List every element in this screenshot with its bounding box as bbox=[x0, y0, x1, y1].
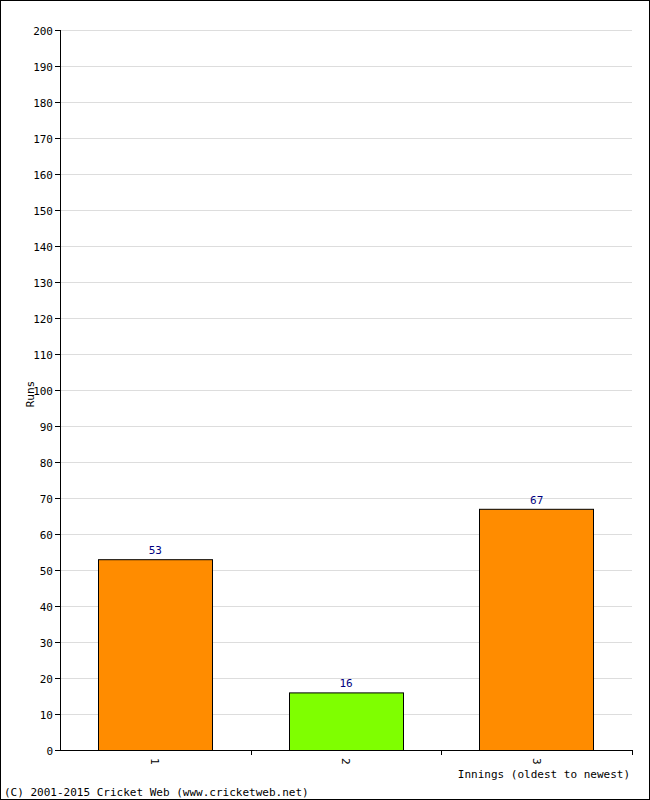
y-tick bbox=[55, 354, 60, 355]
y-tick-label: 90 bbox=[40, 421, 53, 434]
annotation: (C) 2001-2015 Cricket Web (www.cricketwe… bbox=[4, 786, 309, 799]
grid-line bbox=[60, 462, 632, 463]
grid-line bbox=[60, 390, 632, 391]
chart-svg: 0102030405060708090100110120130140150160… bbox=[0, 0, 650, 800]
y-tick bbox=[55, 462, 60, 463]
y-tick-label: 190 bbox=[33, 61, 53, 74]
grid-line bbox=[60, 246, 632, 247]
y-tick-label: 160 bbox=[33, 169, 53, 182]
grid-line bbox=[60, 426, 632, 427]
y-tick bbox=[55, 390, 60, 391]
x-tick bbox=[632, 750, 633, 755]
x-tick-label: 1 bbox=[148, 758, 161, 765]
y-tick-label: 30 bbox=[40, 637, 53, 650]
bar bbox=[480, 509, 594, 750]
y-tick-label: 40 bbox=[40, 601, 53, 614]
y-tick-label: 170 bbox=[33, 133, 53, 146]
y-tick-label: 10 bbox=[40, 709, 53, 722]
bars bbox=[99, 509, 594, 750]
y-tick-label: 20 bbox=[40, 673, 53, 686]
chart-container: 0102030405060708090100110120130140150160… bbox=[0, 0, 650, 800]
y-tick-label: 0 bbox=[46, 745, 53, 758]
y-tick bbox=[55, 534, 60, 535]
grid-line bbox=[60, 30, 632, 31]
grid-line bbox=[60, 498, 632, 499]
data-label: 53 bbox=[149, 544, 162, 557]
y-tick bbox=[55, 750, 60, 751]
x-tick-label: 3 bbox=[530, 758, 543, 765]
y-tick-label: 140 bbox=[33, 241, 53, 254]
y-tick-label: 60 bbox=[40, 529, 53, 542]
data-label: 67 bbox=[530, 494, 543, 507]
y-tick bbox=[55, 102, 60, 103]
y-tick bbox=[55, 138, 60, 139]
y-tick-label: 120 bbox=[33, 313, 53, 326]
grid-line bbox=[60, 750, 632, 751]
y-axis-label: Runs bbox=[24, 381, 37, 408]
y-tick bbox=[55, 210, 60, 211]
grid-line bbox=[60, 210, 632, 211]
x-tick bbox=[251, 750, 252, 755]
bar bbox=[99, 560, 213, 750]
x-tick bbox=[441, 750, 442, 755]
y-tick-label: 80 bbox=[40, 457, 53, 470]
y-tick-label: 50 bbox=[40, 565, 53, 578]
y-tick bbox=[55, 678, 60, 679]
y-tick bbox=[55, 174, 60, 175]
y-tick-label: 150 bbox=[33, 205, 53, 218]
border bbox=[1, 1, 650, 800]
bar bbox=[290, 693, 404, 750]
grid-line bbox=[60, 102, 632, 103]
y-tick-label: 200 bbox=[33, 25, 53, 38]
x-axis bbox=[60, 750, 632, 751]
y-tick bbox=[55, 66, 60, 67]
grid-line bbox=[60, 318, 632, 319]
y-tick bbox=[55, 246, 60, 247]
y-tick bbox=[55, 498, 60, 499]
y-tick-label: 130 bbox=[33, 277, 53, 290]
grid-line bbox=[60, 282, 632, 283]
y-tick bbox=[55, 30, 60, 31]
grid-line bbox=[60, 138, 632, 139]
x-axis-label: Innings (oldest to newest) bbox=[458, 768, 630, 781]
y-tick bbox=[55, 282, 60, 283]
grid-line bbox=[60, 354, 632, 355]
grid-line bbox=[60, 66, 632, 67]
y-tick-label: 110 bbox=[33, 349, 53, 362]
y-tick-label: 180 bbox=[33, 97, 53, 110]
x-tick-label: 2 bbox=[339, 758, 352, 765]
y-axis bbox=[60, 30, 61, 750]
y-tick bbox=[55, 318, 60, 319]
y-tick bbox=[55, 714, 60, 715]
grid-line bbox=[60, 174, 632, 175]
y-tick bbox=[55, 606, 60, 607]
y-tick bbox=[55, 426, 60, 427]
y-tick bbox=[55, 570, 60, 571]
y-tick bbox=[55, 642, 60, 643]
y-tick-label: 70 bbox=[40, 493, 53, 506]
data-label: 16 bbox=[339, 677, 352, 690]
